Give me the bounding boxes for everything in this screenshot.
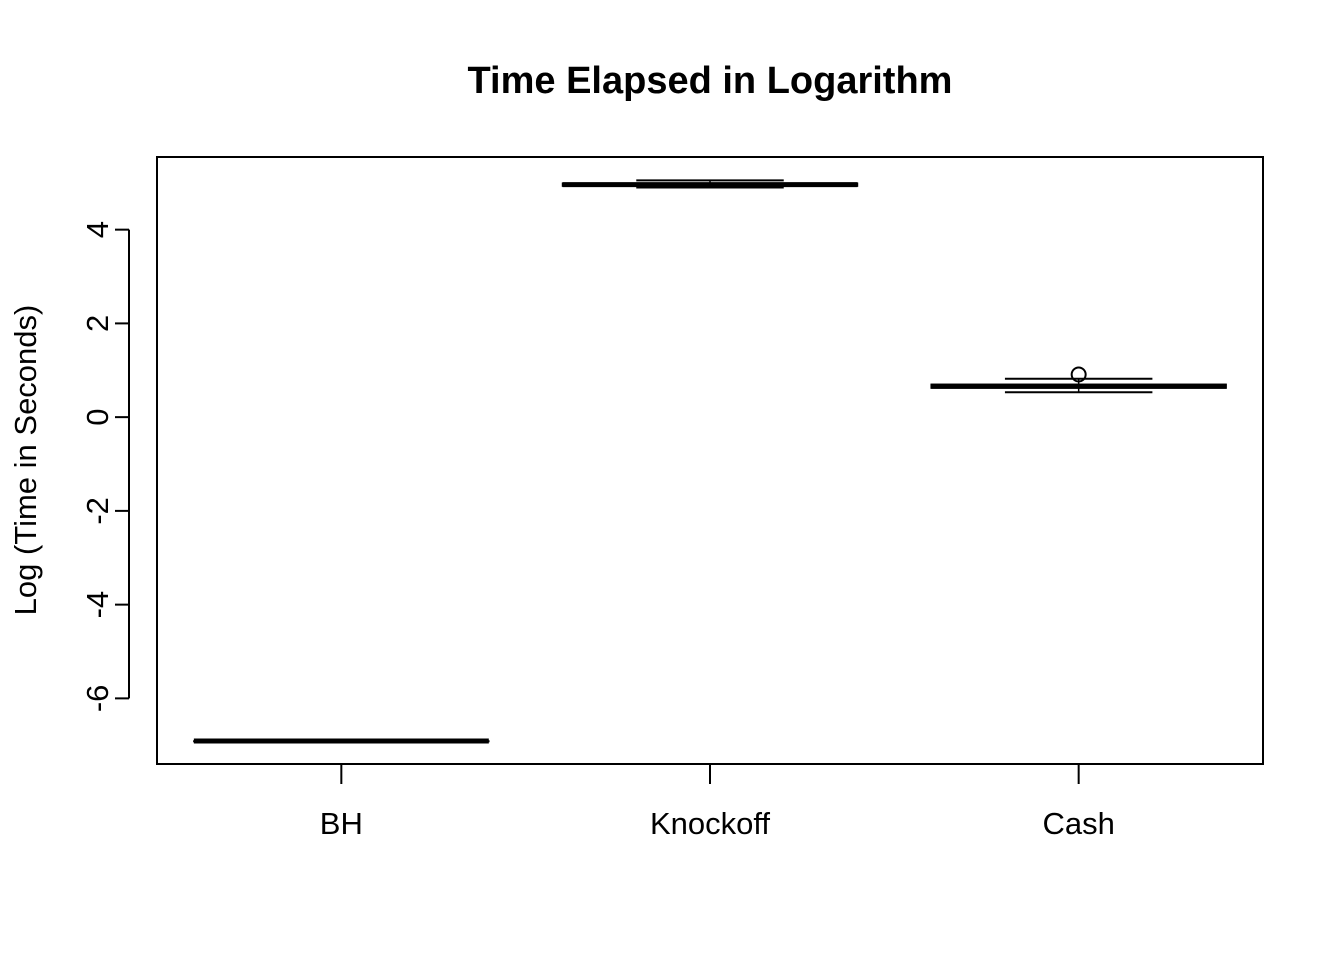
y-tick-label: -6 [80, 685, 115, 713]
y-axis-label: Log (Time in Seconds) [8, 305, 43, 616]
y-tick-label: 0 [80, 409, 115, 426]
x-tick-label: Cash [1042, 806, 1114, 841]
y-tick-label: 4 [80, 221, 115, 238]
box-knockoff [561, 179, 859, 189]
boxes [193, 179, 1227, 744]
y-tick-label: 2 [80, 315, 115, 332]
outlier-point [1070, 366, 1087, 383]
x-tick-label: BH [320, 806, 363, 841]
chart-title: Time Elapsed in Logarithm [468, 60, 953, 102]
y-axis: 4 2 0 -2 -4 -6 [80, 221, 130, 713]
x-axis: BH Knockoff Cash [320, 764, 1115, 841]
box-bh [193, 738, 490, 744]
y-tick-label: -4 [80, 591, 115, 619]
box-cash [930, 366, 1227, 394]
plot-frame [156, 156, 1264, 765]
y-tick-label: -2 [80, 497, 115, 525]
x-tick-label: Knockoff [650, 806, 770, 841]
